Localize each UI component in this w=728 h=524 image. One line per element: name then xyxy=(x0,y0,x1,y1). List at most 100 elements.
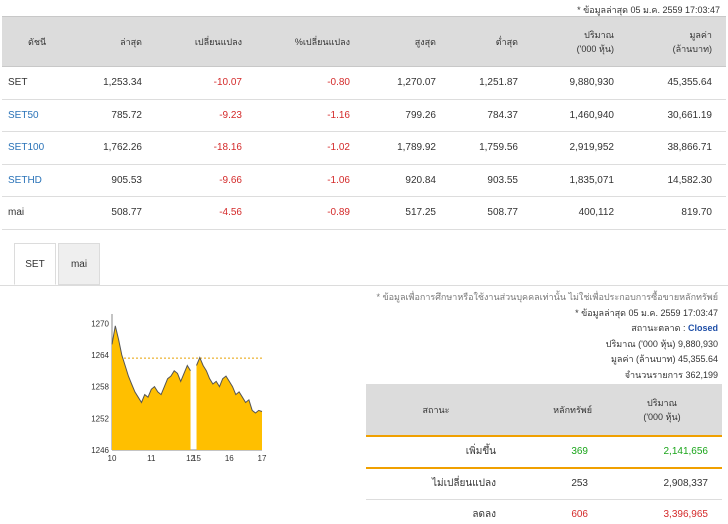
summary-timestamp: * ข้อมูลล่าสุด 05 ม.ค. 2559 17:03:47 xyxy=(575,307,718,318)
cell-last: 1,253.34 xyxy=(74,66,156,100)
cell-low: 903.55 xyxy=(450,164,532,197)
header-last: ล่าสุด xyxy=(74,16,156,67)
cell-high: 1,270.07 xyxy=(364,66,450,100)
cell-value: 38,866.71 xyxy=(628,131,726,165)
cell-change: -9.23 xyxy=(156,99,256,132)
market-status-label: สถานะตลาด : xyxy=(631,323,686,333)
breadth-volume: 2,141,656 xyxy=(602,436,722,469)
breadth-header: สถานะ หลักทรัพย์ ปริมาณ ('000 หุ้น) xyxy=(366,384,722,436)
chart-y-tick-label: 1258 xyxy=(91,383,109,392)
market-status-value: Closed xyxy=(687,323,718,333)
table-row: SET100 1,762.26 -18.16 -1.02 1,789.92 1,… xyxy=(2,131,726,165)
cell-change: -18.16 xyxy=(156,131,256,165)
index-name: SET xyxy=(2,66,74,100)
breadth-row-up: เพิ่มขึ้น 369 2,141,656 xyxy=(366,436,722,469)
breadth-row-down: ลดลง 606 3,396,965 xyxy=(366,499,722,524)
header-index: ดัชนี xyxy=(2,16,74,67)
cell-volume: 400,112 xyxy=(532,196,628,230)
breadth-count: 253 xyxy=(506,467,602,500)
cell-pct-change: -1.16 xyxy=(256,99,364,132)
market-breadth-table: สถานะ หลักทรัพย์ ปริมาณ ('000 หุ้น) เพิ่ม… xyxy=(366,384,722,524)
chart-x-tick-label: 15 xyxy=(192,454,201,463)
breadth-label: เพิ่มขึ้น xyxy=(366,436,506,469)
cell-high: 799.26 xyxy=(364,99,450,132)
chart-x-tick-label: 11 xyxy=(147,454,156,463)
summary-trades-line: จำนวนรายการ 362,199 xyxy=(376,368,718,384)
tab-mai[interactable]: mai xyxy=(58,243,100,285)
market-status-line: สถานะตลาด : Closed xyxy=(376,321,718,337)
summary-trades-value: 362,199 xyxy=(685,369,718,380)
summary-volume-label: ปริมาณ ('000 หุ้น) xyxy=(605,338,676,349)
chart-area-session-1 xyxy=(112,325,191,450)
chart-area-session-2 xyxy=(196,357,262,450)
index-link-set100[interactable]: SET100 xyxy=(2,131,74,165)
chart-line-session-1 xyxy=(111,325,191,404)
chart-y-tick-label: 1246 xyxy=(91,446,109,455)
header-high: สูงสุด xyxy=(364,16,450,67)
market-tabs: SET mai xyxy=(14,243,102,285)
index-name: mai xyxy=(2,196,74,230)
header-pct-change: %เปลี่ยนแปลง xyxy=(256,16,364,67)
chart-x-tick-label: 16 xyxy=(225,454,234,463)
cell-pct-change: -0.89 xyxy=(256,196,364,230)
cell-value: 14,582.30 xyxy=(628,164,726,197)
cell-change: -10.07 xyxy=(156,66,256,100)
market-summary: * ข้อมูลเพื่อการศึกษาหรือใช้งานส่วนบุคคล… xyxy=(376,290,718,383)
index-table-header: ดัชนี ล่าสุด เปลี่ยนแปลง %เปลี่ยนแปลง สู… xyxy=(2,16,726,67)
cell-volume: 9,880,930 xyxy=(532,66,628,100)
cell-volume: 1,460,940 xyxy=(532,99,628,132)
cell-high: 1,789.92 xyxy=(364,131,450,165)
breadth-label: ลดลง xyxy=(366,499,506,524)
index-link-sethd[interactable]: SETHD xyxy=(2,164,74,197)
cell-high: 920.84 xyxy=(364,164,450,197)
intraday-chart: 1270 1264 1258 1252 1246 10 11 12 15 16 17 xyxy=(82,310,272,470)
breadth-header-status: สถานะ xyxy=(366,384,506,436)
index-link-set50[interactable]: SET50 xyxy=(2,99,74,132)
cell-value: 819.70 xyxy=(628,196,726,230)
summary-value-label: มูลค่า (ล้านบาท) xyxy=(611,354,676,364)
chart-line-session-2 xyxy=(196,356,263,414)
last-update-timestamp: * ข้อมูลล่าสุด 05 ม.ค. 2559 17:03:47 xyxy=(577,5,720,15)
breadth-row-unchanged: ไม่เปลี่ยนแปลง 253 2,908,337 xyxy=(366,467,722,500)
chart-x-tick-label: 10 xyxy=(108,454,117,463)
cell-pct-change: -1.02 xyxy=(256,131,364,165)
summary-value-line: มูลค่า (ล้านบาท) 45,355.64 xyxy=(376,352,718,368)
tabs-divider xyxy=(0,285,728,286)
table-row: SETHD 905.53 -9.66 -1.06 920.84 903.55 1… xyxy=(2,164,726,197)
index-table: ดัชนี ล่าสุด เปลี่ยนแปลง %เปลี่ยนแปลง สู… xyxy=(2,16,726,230)
header-change: เปลี่ยนแปลง xyxy=(156,16,256,67)
summary-volume-line: ปริมาณ ('000 หุ้น) 9,880,930 xyxy=(376,337,718,353)
cell-low: 1,759.56 xyxy=(450,131,532,165)
breadth-header-volume: ปริมาณ ('000 หุ้น) xyxy=(602,384,722,436)
summary-volume-value: 9,880,930 xyxy=(677,338,718,349)
cell-last: 1,762.26 xyxy=(74,131,156,165)
table-row: mai 508.77 -4.56 -0.89 517.25 508.77 400… xyxy=(2,196,726,230)
table-row: SET50 785.72 -9.23 -1.16 799.26 784.37 1… xyxy=(2,99,726,132)
cell-last: 508.77 xyxy=(74,196,156,230)
cell-value: 30,661.19 xyxy=(628,99,726,132)
cell-change: -4.56 xyxy=(156,196,256,230)
chart-y-tick-label: 1252 xyxy=(91,414,109,423)
cell-last: 785.72 xyxy=(74,99,156,132)
chart-y-tick-label: 1270 xyxy=(91,319,109,328)
header-value: มูลค่า (ล้านบาท) xyxy=(628,16,726,67)
chart-x-tick-label: 12 xyxy=(186,454,195,463)
cell-high: 517.25 xyxy=(364,196,450,230)
summary-value-value: 45,355.64 xyxy=(677,354,718,364)
cell-value: 45,355.64 xyxy=(628,66,726,100)
cell-pct-change: -0.80 xyxy=(256,66,364,100)
cell-pct-change: -1.06 xyxy=(256,164,364,197)
summary-trades-label: จำนวนรายการ xyxy=(624,369,683,380)
disclaimer-note: * ข้อมูลเพื่อการศึกษาหรือใช้งานส่วนบุคคล… xyxy=(376,292,718,302)
cell-change: -9.66 xyxy=(156,164,256,197)
header-volume: ปริมาณ ('000 หุ้น) xyxy=(532,16,628,67)
table-row: SET 1,253.34 -10.07 -0.80 1,270.07 1,251… xyxy=(2,66,726,100)
cell-low: 1,251.87 xyxy=(450,66,532,100)
breadth-volume: 3,396,965 xyxy=(602,499,722,524)
cell-volume: 1,835,071 xyxy=(532,164,628,197)
breadth-header-securities: หลักทรัพย์ xyxy=(506,384,602,436)
chart-x-tick-label: 17 xyxy=(258,454,267,463)
tab-set[interactable]: SET xyxy=(14,243,56,285)
breadth-count: 369 xyxy=(506,436,602,469)
